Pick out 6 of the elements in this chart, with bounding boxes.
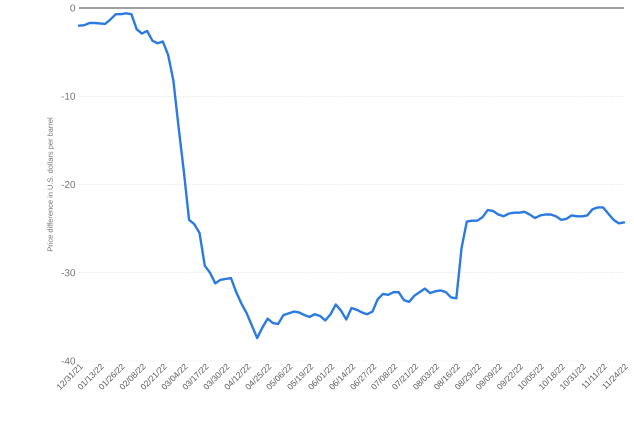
y-tick-label: -30 (62, 269, 76, 276)
y-tick-label: 0 (70, 4, 76, 12)
line-series (78, 12, 626, 340)
y-tick-label: -20 (62, 180, 76, 188)
y-tick-label: -10 (62, 92, 76, 100)
y-tick-label: -40 (62, 357, 76, 365)
